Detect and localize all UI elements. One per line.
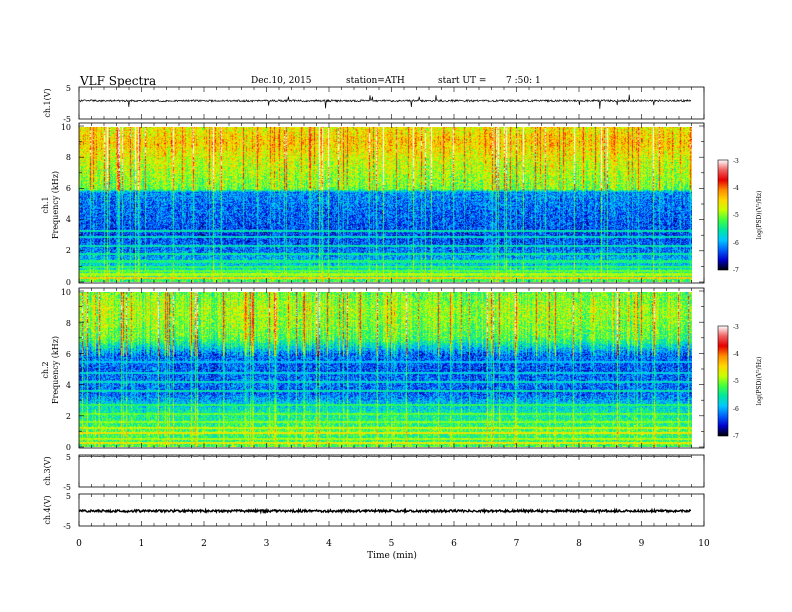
ch1-colorbar-tick-m6: -6: [733, 240, 739, 247]
ch2-colorbar-tick-m5: -5: [733, 378, 739, 385]
ch4-waveform-trace: [78, 507, 691, 515]
ch1-ytick-bottom: -5: [63, 115, 71, 124]
ch1-spectrogram-panel: 0 2 4 6 8 10 ch.1 Frequency (kHz) -3 -4 …: [41, 122, 763, 287]
ch2-ytick-0: 0: [66, 443, 71, 452]
time-tick-label: 0: [76, 539, 82, 549]
ch3-ytick-top: 5: [66, 453, 71, 462]
ch1-ytick-6: 6: [66, 184, 71, 193]
ch2-spectrogram-panel: 0 2 4 6 8 10 ch.2 Frequency (kHz) -3 -4 …: [41, 287, 763, 452]
start-time-prefix: start UT =: [438, 76, 486, 86]
ch2-ytick-4: 4: [66, 381, 71, 390]
time-tick-label: 4: [326, 539, 332, 549]
start-time-value: 7 :50: 1: [506, 76, 541, 86]
ch1-spectrogram-heatmap: [79, 127, 692, 282]
ch1-colorbar-tick-m3: -3: [733, 158, 739, 165]
ch2-colorbar-tick-m4: -4: [733, 351, 739, 358]
ch2-frequency-ticks: [78, 288, 705, 448]
ch2-colorbar-tick-m7: -7: [733, 433, 739, 440]
ch3-waveform-panel: 5 -5 ch.3(V): [43, 453, 705, 492]
ch1-colorbar-label: log(PSD)(V²/Hz): [756, 191, 763, 240]
time-tick-label: 2: [201, 539, 207, 549]
ch4-ytick-bottom: -5: [63, 522, 71, 531]
time-tick-label: 1: [139, 539, 145, 549]
time-tick-label: 6: [451, 539, 457, 549]
ch1-colorbar-tick-m7: -7: [733, 267, 739, 274]
ch1-ytick-4: 4: [66, 215, 71, 224]
ch2-ytick-10: 10: [61, 288, 71, 297]
ch3-waveform-ylabel: ch.3(V): [43, 456, 52, 485]
ch2-ytick-6: 6: [66, 350, 71, 359]
ch1-colorbar: [717, 159, 729, 271]
time-tick-label: 10: [698, 539, 710, 549]
date-label: Dec.10, 2015: [251, 76, 312, 86]
ch2-spectrogram-channel-label: ch.2: [41, 361, 50, 378]
ch1-frequency-ticks: [78, 123, 705, 283]
ch2-colorbar: [717, 325, 729, 437]
ch3-x-ticks: [78, 455, 705, 487]
ch1-colorbar-tick-m4: -4: [733, 185, 739, 192]
ch1-x-ticks: [78, 87, 705, 119]
ch4-x-ticks: [78, 494, 705, 526]
ch4-waveform-panel: 5 -5 ch.4(V): [43, 492, 705, 531]
chart-title: VLF Spectra: [79, 74, 156, 88]
ch2-colorbar-tick-m6: -6: [733, 406, 739, 413]
ch1-colorbar-tick-m5: -5: [733, 212, 739, 219]
ch2-frequency-axis-label: Frequency (kHz): [51, 336, 60, 404]
time-tick-label: 7: [514, 539, 520, 549]
ch2-ytick-2: 2: [66, 412, 71, 421]
ch2-colorbar-label: log(PSD)(V²/Hz): [756, 357, 763, 406]
ch1-waveform-ylabel: ch.1(V): [43, 88, 52, 117]
time-tick-label: 9: [639, 539, 645, 549]
ch1-spectrogram-channel-label: ch.1: [41, 196, 50, 213]
ch1-ytick-top: 5: [66, 84, 71, 93]
time-axis-tick-labels: 0 1 2 3 4 5 6 7 8 9 10: [76, 539, 710, 549]
ch4-waveform-ylabel: ch.4(V): [43, 495, 52, 524]
time-axis-label: Time (min): [367, 550, 417, 561]
ch1-ytick-8: 8: [66, 153, 71, 162]
ch1-ytick-0: 0: [66, 278, 71, 287]
time-tick-label: 5: [389, 539, 395, 549]
ch3-ytick-bottom: -5: [63, 483, 71, 492]
time-tick-label: 8: [576, 539, 582, 549]
ch1-frequency-axis-label: Frequency (kHz): [51, 171, 60, 239]
ch1-waveform-trace: [78, 94, 692, 109]
ch2-colorbar-tick-m3: -3: [733, 324, 739, 331]
ch1-waveform-panel: 5 -5 ch.1(V): [43, 84, 705, 124]
ch2-ytick-8: 8: [66, 319, 71, 328]
ch1-ytick-10: 10: [61, 123, 71, 132]
ch4-ytick-top: 5: [66, 492, 71, 501]
station-label: station=ATH: [346, 76, 405, 86]
time-tick-label: 3: [264, 539, 270, 549]
ch2-spectrogram-heatmap: [79, 292, 692, 447]
ch1-ytick-2: 2: [66, 246, 71, 255]
